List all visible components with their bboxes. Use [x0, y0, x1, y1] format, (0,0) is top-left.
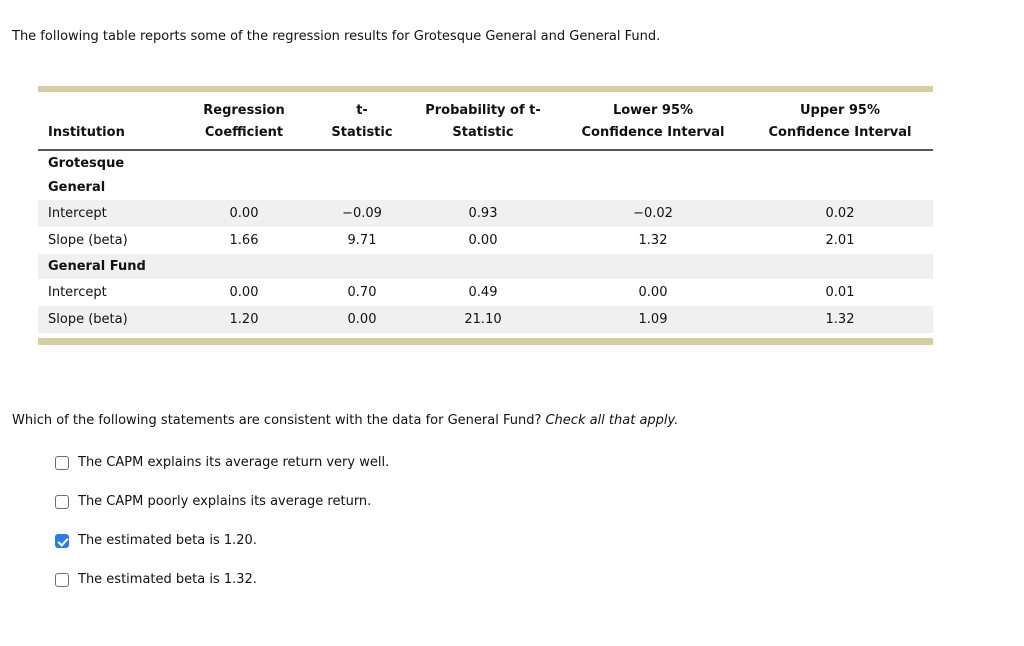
table-body: Grotesque General Intercept 0.00 −0.09 0… — [38, 150, 933, 333]
table-cell — [407, 150, 559, 175]
table-cell — [407, 254, 559, 279]
option-label[interactable]: The estimated beta is 1.32. — [78, 572, 257, 587]
checkbox-capm-poorly[interactable] — [55, 495, 69, 509]
option-label[interactable]: The CAPM explains its average return ver… — [78, 455, 390, 470]
header-row: Institution Regression Coefficient t- St… — [38, 92, 933, 150]
header-line: Probability of t- — [425, 103, 541, 118]
intro-text: The following table reports some of the … — [12, 29, 661, 44]
table-cell: 0.00 — [347, 312, 377, 327]
table-cell: Slope (beta) — [48, 233, 128, 248]
table-cell: 1.66 — [229, 233, 259, 248]
header-cell-regression-coefficient: Regression Coefficient — [171, 92, 317, 150]
option-row-capm-well: The CAPM explains its average return ver… — [55, 456, 1024, 470]
header-line: Coefficient — [204, 125, 284, 140]
table-cell — [317, 175, 407, 200]
regression-results-table: Institution Regression Coefficient t- St… — [38, 86, 933, 345]
table-cell: −0.09 — [342, 206, 382, 221]
table-cell — [559, 150, 747, 175]
table-cell — [317, 150, 407, 175]
table-cell: Grotesque — [48, 155, 125, 171]
option-row-beta-132: The estimated beta is 1.32. — [55, 573, 1024, 587]
table-cell: 0.00 — [638, 285, 668, 300]
table-row-grotesque: Grotesque — [38, 150, 933, 175]
header-line: Regression — [203, 103, 285, 118]
table-cell: Intercept — [48, 285, 107, 300]
table-cell: General Fund — [48, 259, 146, 274]
header-cell-upper-ci: Upper 95% Confidence Interval — [747, 92, 933, 150]
table-cell: 1.09 — [638, 312, 668, 327]
table-cell — [559, 175, 747, 200]
table-row-grotesque-intercept: Intercept 0.00 −0.09 0.93 −0.02 0.02 — [38, 200, 933, 227]
checkbox-beta-120[interactable] — [55, 534, 69, 548]
header-cell-probability: Probability of t- Statistic — [407, 92, 559, 150]
header-cell-institution: Institution — [38, 92, 171, 150]
table-cell: 0.49 — [468, 285, 498, 300]
header-cell-lower-ci: Lower 95% Confidence Interval — [559, 92, 747, 150]
table-cell: 21.10 — [464, 312, 502, 327]
table-cell: 2.01 — [825, 233, 855, 248]
table-cell — [317, 254, 407, 279]
header-line: t- — [356, 103, 368, 118]
header-line: Statistic — [331, 125, 393, 140]
question-instruction: Check all that apply. — [545, 413, 679, 428]
table-cell — [171, 254, 317, 279]
table-cell — [171, 150, 317, 175]
option-label[interactable]: The estimated beta is 1.20. — [78, 533, 257, 548]
table-cell: 9.71 — [347, 233, 377, 248]
table-top-accent-bar — [38, 86, 933, 92]
table-cell: General — [48, 180, 106, 195]
table-cell — [747, 175, 933, 200]
table-header: Institution Regression Coefficient t- St… — [38, 92, 933, 150]
table-cell — [747, 254, 933, 279]
table-cell: 0.01 — [825, 285, 855, 300]
table-cell: Intercept — [48, 206, 107, 221]
header-line: Lower 95% — [612, 103, 694, 118]
table-cell: 0.00 — [229, 206, 259, 221]
table-row-general-fund: General Fund — [38, 254, 933, 279]
header-line: Confidence Interval — [768, 125, 912, 140]
option-label[interactable]: The CAPM poorly explains its average ret… — [78, 494, 372, 509]
header-cell-t-statistic: t- Statistic — [317, 92, 407, 150]
table-cell: 0.70 — [347, 285, 377, 300]
question-text: Which of the following statements are co… — [12, 412, 1012, 429]
table-bottom-accent-bar — [38, 338, 933, 345]
table-cell: −0.02 — [633, 206, 673, 221]
table-cell: 0.93 — [468, 206, 498, 221]
results-table: Institution Regression Coefficient t- St… — [38, 92, 933, 333]
table-cell: 0.02 — [825, 206, 855, 221]
checkbox-beta-132[interactable] — [55, 573, 69, 587]
table-cell — [407, 175, 559, 200]
table-cell: Slope (beta) — [48, 312, 128, 327]
table-row-general: General — [38, 175, 933, 200]
table-cell: 0.00 — [229, 285, 259, 300]
option-row-capm-poorly: The CAPM poorly explains its average ret… — [55, 495, 1024, 509]
checkbox-capm-well[interactable] — [55, 456, 69, 470]
table-cell — [171, 175, 317, 200]
header-line: Upper 95% — [799, 103, 881, 118]
table-row-general-fund-slope: Slope (beta) 1.20 0.00 21.10 1.09 1.32 — [38, 306, 933, 333]
header-line: Confidence Interval — [581, 125, 725, 140]
table-row-general-fund-intercept: Intercept 0.00 0.70 0.49 0.00 0.01 — [38, 279, 933, 306]
table-cell — [747, 150, 933, 175]
answer-options: The CAPM explains its average return ver… — [55, 456, 1024, 587]
table-cell — [559, 254, 747, 279]
table-cell: 1.32 — [638, 233, 668, 248]
table-row-grotesque-slope: Slope (beta) 1.66 9.71 0.00 1.32 2.01 — [38, 227, 933, 254]
table-cell: 0.00 — [468, 233, 498, 248]
option-row-beta-120: The estimated beta is 1.20. — [55, 534, 1024, 548]
table-cell: 1.32 — [825, 312, 855, 327]
header-line: Statistic — [452, 125, 514, 140]
question-prompt: Which of the following statements are co… — [12, 413, 542, 428]
header-line: Institution — [48, 125, 125, 140]
table-cell: 1.20 — [229, 312, 259, 327]
